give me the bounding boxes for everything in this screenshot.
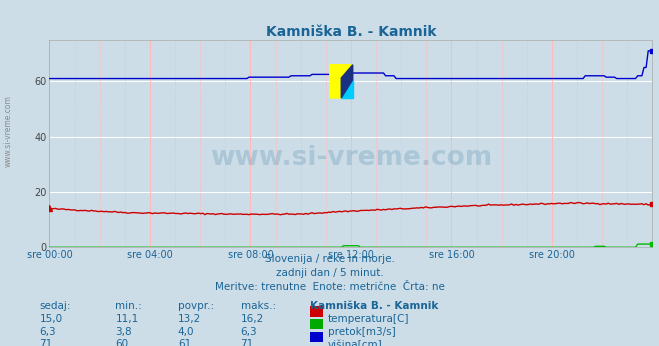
Polygon shape (341, 80, 353, 98)
Text: temperatura[C]: temperatura[C] (328, 314, 410, 324)
Title: Kamniška B. - Kamnik: Kamniška B. - Kamnik (266, 25, 436, 39)
Polygon shape (341, 65, 353, 98)
Text: maks.:: maks.: (241, 301, 275, 311)
Text: www.si-vreme.com: www.si-vreme.com (210, 145, 492, 171)
Text: zadnji dan / 5 minut.: zadnji dan / 5 minut. (275, 268, 384, 278)
Text: 6,3: 6,3 (241, 327, 257, 337)
Polygon shape (330, 65, 353, 98)
Text: 11,1: 11,1 (115, 314, 138, 324)
Text: 3,8: 3,8 (115, 327, 132, 337)
Text: 4,0: 4,0 (178, 327, 194, 337)
Text: 13,2: 13,2 (178, 314, 201, 324)
Text: višina[cm]: višina[cm] (328, 339, 383, 346)
Text: sedaj:: sedaj: (40, 301, 71, 311)
Text: 71: 71 (241, 339, 254, 346)
Text: Slovenija / reke in morje.: Slovenija / reke in morje. (264, 254, 395, 264)
Text: Kamniška B. - Kamnik: Kamniška B. - Kamnik (310, 301, 438, 311)
Text: 61: 61 (178, 339, 191, 346)
Text: 71: 71 (40, 339, 53, 346)
Text: Meritve: trenutne  Enote: metrične  Črta: ne: Meritve: trenutne Enote: metrične Črta: … (215, 282, 444, 292)
Text: pretok[m3/s]: pretok[m3/s] (328, 327, 396, 337)
Text: 60: 60 (115, 339, 129, 346)
Text: min.:: min.: (115, 301, 142, 311)
Text: 16,2: 16,2 (241, 314, 264, 324)
Text: 6,3: 6,3 (40, 327, 56, 337)
Text: www.si-vreme.com: www.si-vreme.com (4, 95, 13, 167)
Text: povpr.:: povpr.: (178, 301, 214, 311)
Text: 15,0: 15,0 (40, 314, 63, 324)
